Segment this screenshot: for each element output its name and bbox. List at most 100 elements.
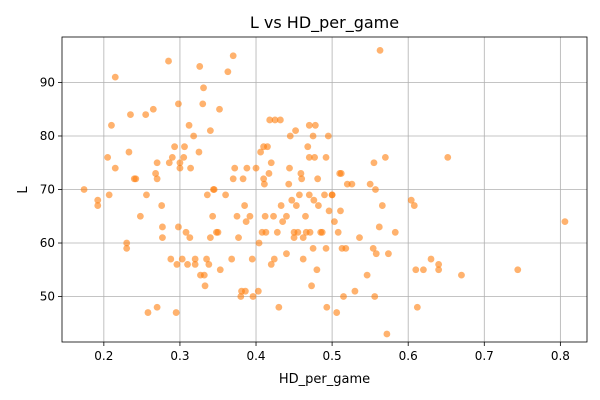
scatter-point [153, 303, 161, 311]
scatter-point [159, 234, 166, 242]
scatter-point [229, 175, 237, 183]
scatter-point [224, 68, 232, 76]
scatter-point [407, 196, 415, 204]
scatter-point [356, 234, 363, 242]
scatter-point [309, 132, 317, 140]
y-tick-label: 70 [40, 183, 55, 197]
scatter-point [159, 223, 166, 231]
scatter-point [144, 309, 152, 316]
scatter-point [136, 212, 144, 220]
scatter-point [310, 196, 318, 204]
scatter-point [372, 250, 380, 258]
scatter-point [435, 266, 443, 274]
scatter-point [286, 164, 293, 172]
scatter-point [209, 212, 217, 220]
scatter-point [385, 250, 392, 258]
scatter-point [299, 234, 307, 242]
scatter-point [125, 148, 133, 156]
scatter-point [328, 191, 336, 199]
scatter-point [378, 202, 386, 209]
scatter-point [427, 255, 435, 263]
scatter-point [206, 127, 214, 135]
scatter-point [153, 175, 161, 183]
scatter-point [435, 261, 443, 268]
scatter-point [309, 244, 317, 252]
scatter-point [340, 293, 347, 300]
scatter-point [94, 202, 102, 209]
scatter-point [277, 202, 285, 209]
scatter-point [123, 244, 131, 252]
scatter-point [171, 143, 179, 151]
scatter-point [363, 271, 371, 279]
scatter-point [184, 261, 191, 268]
scatter-point [200, 271, 208, 279]
scatter-point [176, 159, 184, 167]
scatter-point [176, 164, 184, 172]
scatter-point [254, 287, 262, 295]
scatter-point [246, 212, 254, 220]
scatter-point [187, 164, 194, 172]
scatter-point [283, 212, 290, 220]
scatter-point [201, 282, 209, 290]
scatter-point [294, 228, 302, 236]
scatter-point [286, 132, 294, 140]
scatter-point [371, 293, 379, 300]
scatter-point [297, 170, 305, 177]
scatter-point [323, 303, 331, 311]
scatter-point [302, 212, 309, 220]
scatter-point [180, 153, 188, 161]
scatter-point [257, 148, 264, 156]
scatter-point [172, 309, 180, 316]
scatter-point [235, 234, 242, 242]
scatter-point [203, 191, 211, 199]
scatter-point [149, 105, 157, 113]
scatter-point [111, 73, 119, 81]
scatter-point [276, 116, 284, 124]
x-tick-label: 0.7 [475, 349, 494, 363]
scatter-point [290, 234, 298, 242]
scatter-point [229, 52, 237, 60]
scatter-point [195, 148, 203, 156]
scatter-point [132, 175, 140, 183]
scatter-point [305, 153, 313, 161]
scatter-point [314, 175, 322, 183]
scatter-point [265, 170, 273, 177]
scatter-point [444, 153, 452, 161]
scatter-point [285, 180, 293, 188]
scatter-point [80, 186, 88, 193]
scatter-point [561, 218, 569, 226]
scatter-point [315, 202, 322, 209]
scatter-point [333, 309, 341, 316]
y-axis-ticks: 50 60 70 80 90 [40, 75, 62, 304]
scatter-point [279, 218, 287, 226]
scatter-point [292, 127, 299, 135]
scatter-point [261, 212, 269, 220]
scatter-point [181, 143, 188, 151]
scatter-point [206, 234, 214, 242]
scatter-point [271, 116, 279, 124]
y-axis-label: L [16, 186, 31, 194]
data-points [80, 46, 569, 338]
scatter-point [306, 228, 314, 236]
scatter-point [273, 228, 281, 236]
scatter-point [108, 121, 115, 129]
scatter-point [348, 180, 356, 188]
scatter-point [292, 202, 300, 209]
scatter-point [248, 255, 256, 263]
scatter-point [305, 121, 313, 129]
scatter-point [383, 330, 391, 338]
scatter-point [185, 121, 193, 129]
scatter-point [267, 159, 275, 167]
scatter-point [196, 63, 204, 70]
scatter-point [313, 266, 321, 274]
scatter-point [311, 121, 319, 129]
scatter-point [375, 223, 383, 231]
scatter-point [376, 46, 384, 54]
scatter-point [260, 180, 268, 188]
scatter-point [410, 202, 418, 209]
scatter-point [295, 191, 303, 199]
scatter-point [158, 202, 166, 209]
scatter-point [370, 159, 378, 167]
